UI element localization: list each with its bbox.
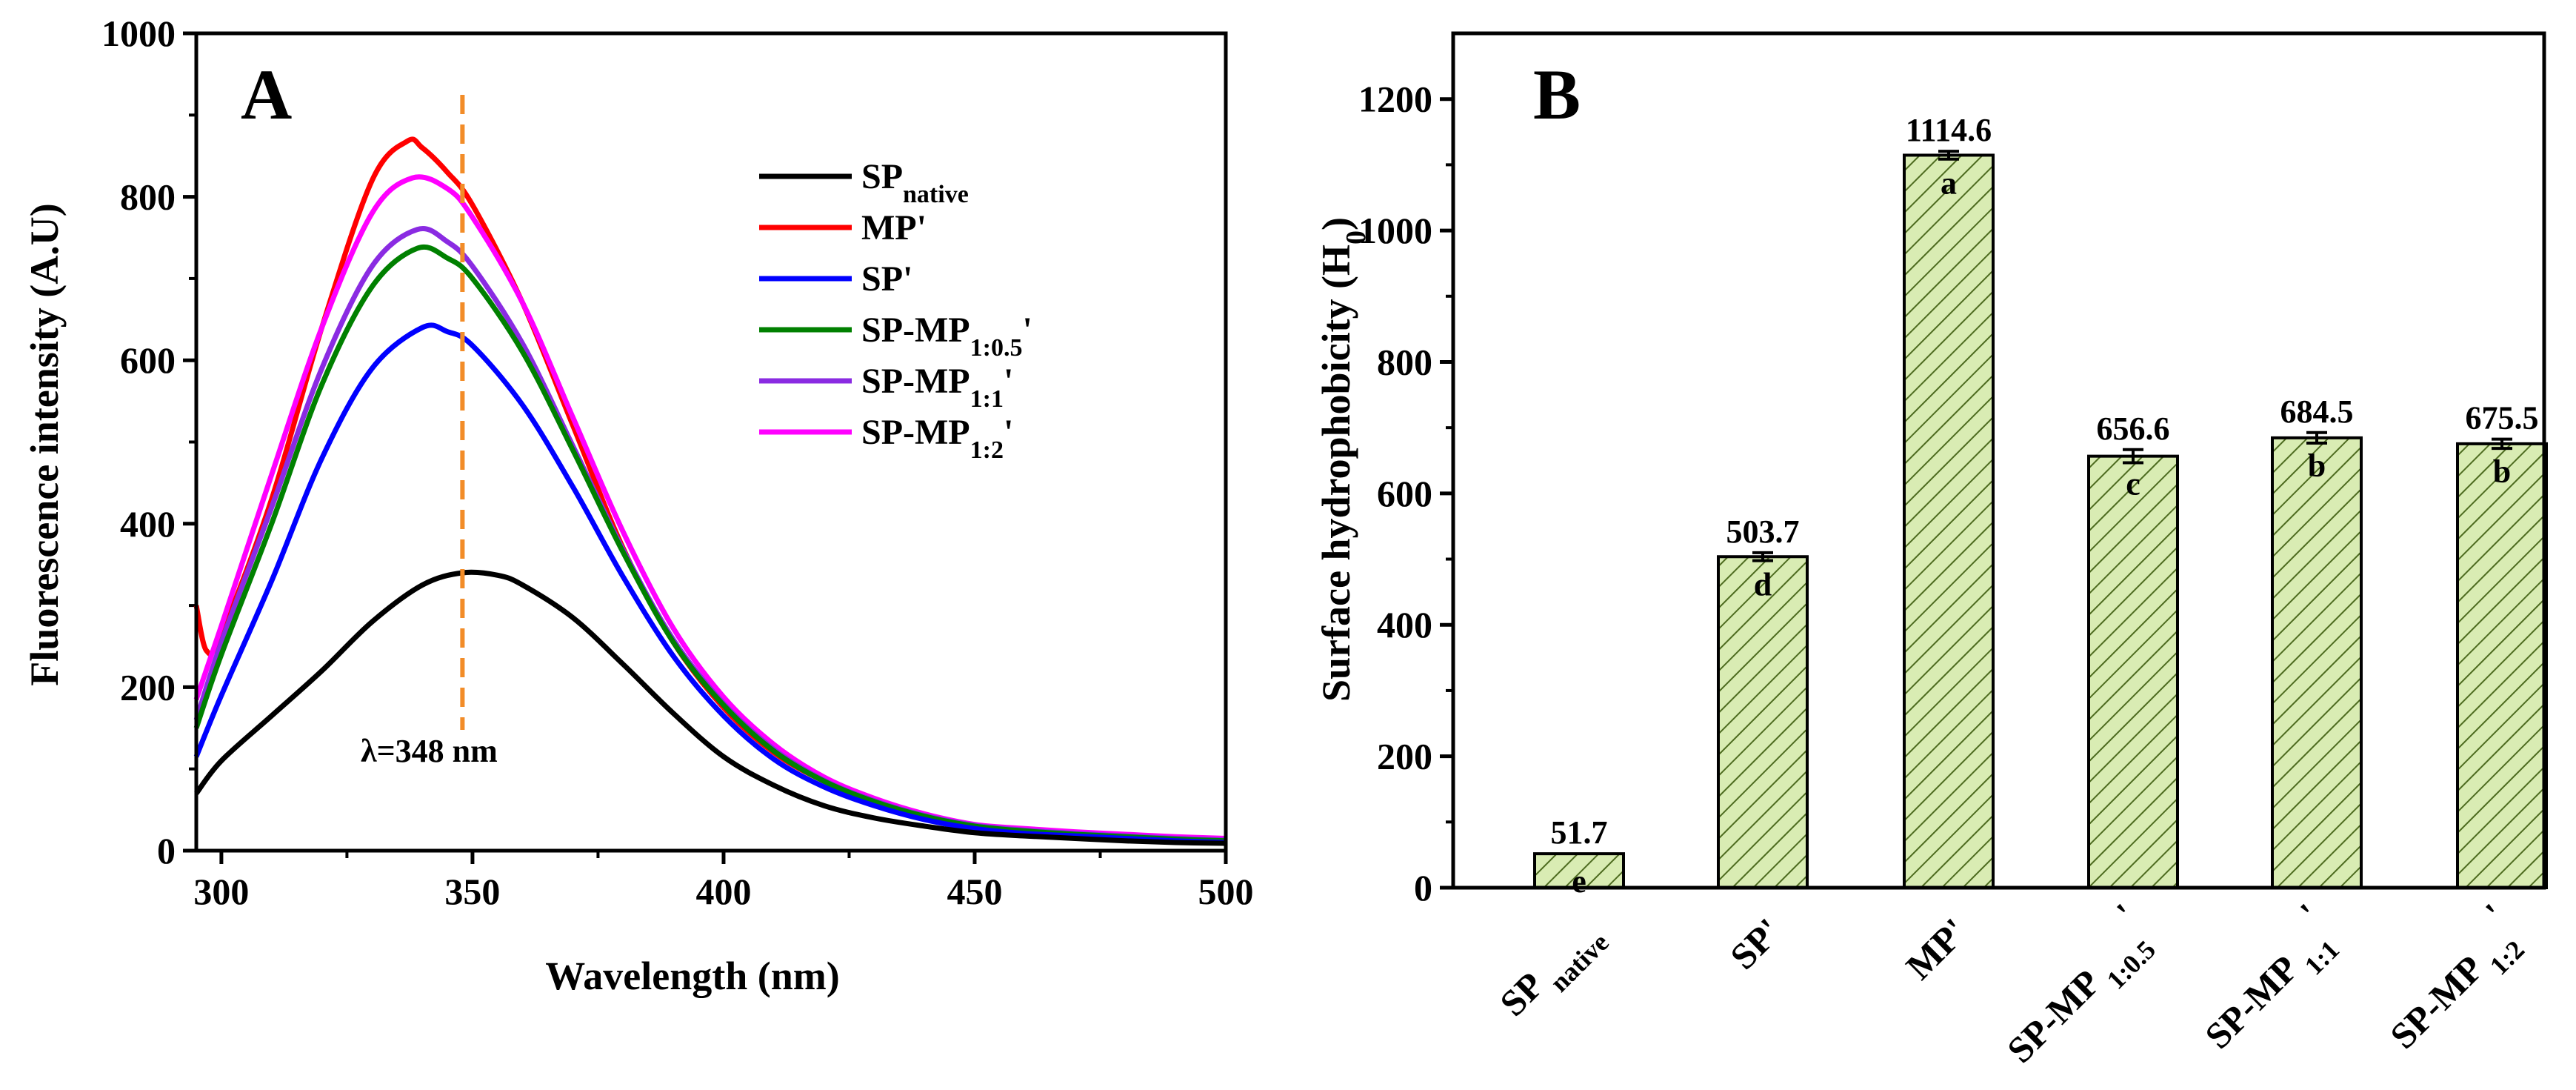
category-suffix: ' [2292,895,2329,931]
x-tick-label: 450 [947,871,1002,912]
panel-a-legend: SPnativeMP'SP'SP-MP1:0.5'SP-MP1:1'SP-MP1… [759,157,1032,464]
legend-label: SP-MP1:2' [861,413,1013,464]
y-tick-label: 400 [1377,604,1432,645]
significance-letter: d [1754,566,1772,602]
legend-label-base: MP' [861,208,927,247]
y-tick-label: 600 [1377,473,1432,514]
bar-value-label: 1114.6 [1906,112,1992,148]
x-category-label: SP-MP 1:1' [2182,895,2352,1066]
y-tick-label: 600 [120,339,176,381]
legend-label: MP' [861,208,927,247]
bar-value-label: 684.5 [2280,393,2354,430]
significance-letter: c [2126,466,2140,502]
y-tick-label: 1000 [1358,210,1432,251]
y-tick-label: 1200 [1358,79,1432,120]
y-tick-label: 200 [120,666,176,708]
x-category-label: SP-MP 1:0.5' [1984,895,2169,1080]
significance-letter: b [2308,448,2326,484]
bar [2456,442,2548,889]
legend-label-base: SP-MP [861,413,970,452]
panel-a-ticks: 300 350 400 450 500 0 200 400 600 800 1000 [101,13,1254,912]
panel-a-y-axis-title: Fluorescence intensity (A.U) [22,203,67,685]
category-base: SP-MP [1999,961,2109,1071]
legend-label-sub: 1:2 [970,436,1004,464]
x-tick-label: 400 [695,871,751,912]
legend-label-sub: 1:0.5 [970,334,1023,362]
legend-label: SPnative [861,157,969,208]
significance-letter: a [1941,165,1957,201]
panel-a-plot-frame [194,31,1228,853]
panel-a-series [193,136,1227,846]
category-suffix: ' [2109,895,2145,931]
category-suffix: ' [2477,895,2514,931]
panel-b-bar-chart: 0 200 400 600 800 1000 1200 51.7 e SP native 503.… [1314,31,2548,1080]
category-base: MP' [1898,910,1975,987]
significance-letter: b [2493,453,2511,490]
x-category-label: MP' [1898,910,1975,987]
panel-b-plot-frame [1451,31,2546,890]
panel-a-line-chart: 300 350 400 450 500 0 200 400 600 800 1000 A λ=348… [22,13,1254,998]
legend-label-sub: 1:1 [970,385,1004,413]
y-tick-label: 800 [1377,341,1432,382]
bar-value-label: 51.7 [1551,814,1608,851]
legend-label-suffix: ' [1004,362,1013,401]
y-tick-label: 1000 [101,13,176,54]
panel-a-x-axis-title: Wavelength (nm) [545,954,840,998]
x-category-label: SP' [1722,910,1789,977]
bar-value-label: 675.5 [2466,400,2539,436]
x-category-label: SP native [1492,910,1615,1033]
series-line-sp [193,322,1227,845]
bar [1903,153,1995,889]
legend-label-base: SP-MP [861,362,970,401]
legend-label: SP' [861,259,912,299]
y-tick-label: 0 [1414,867,1432,908]
y-tick-label: 400 [120,503,176,545]
x-tick-label: 500 [1198,871,1254,912]
panel-b-y-axis-title-sub: 0 [1341,230,1372,245]
y-tick-label: 0 [157,830,176,871]
panel-b-y-axis-title: Surface hydrophobicity (H0) [1314,217,1372,702]
panel-b-label: B [1533,55,1581,134]
legend-label-base: SP [861,157,903,196]
x-tick-label: 300 [193,871,249,912]
legend-label: SP-MP1:0.5' [861,310,1032,362]
panel-b-ticks: 0 200 400 600 800 1000 1200 [1358,79,1453,908]
x-tick-label: 350 [444,871,500,912]
peak-annotation: λ=348 nm [361,733,498,769]
bar-value-label: 656.6 [2097,411,2170,447]
y-tick-label: 200 [1377,736,1432,777]
bar [2271,436,2363,889]
bar-value-label: 503.7 [1726,514,1800,550]
bar [1533,852,1625,890]
category-sub: native [1540,928,1615,1003]
series-line-sp-mp-1-2 [193,174,1227,841]
legend-label-sub: native [903,181,969,208]
legend-label-base: SP-MP [861,310,970,350]
category-base: SP-MP [2197,947,2306,1057]
panel-a-label: A [241,55,292,134]
series-line-sp-native [194,569,1227,846]
panel-b-y-axis-title-end: ) [1314,217,1358,230]
series-line-sp-mp-1-0-5 [193,244,1227,844]
significance-letter: e [1572,863,1586,900]
y-tick-label: 800 [120,176,176,218]
legend-label-suffix: ' [1022,310,1032,350]
category-base: SP [1492,964,1552,1024]
legend-label-suffix: ' [1004,413,1013,452]
series-line-mp [193,136,1227,843]
panel-b-y-axis-title-base: Surface hydrophobicity (H [1314,245,1358,702]
legend-label-base: SP' [861,259,912,299]
bar [1717,555,1809,889]
legend-label: SP-MP1:1' [861,362,1013,413]
x-category-label: SP-MP 1:2' [2367,895,2537,1066]
category-base: SP-MP [2382,947,2492,1057]
bar [2087,454,2179,889]
category-base: SP' [1722,910,1789,977]
